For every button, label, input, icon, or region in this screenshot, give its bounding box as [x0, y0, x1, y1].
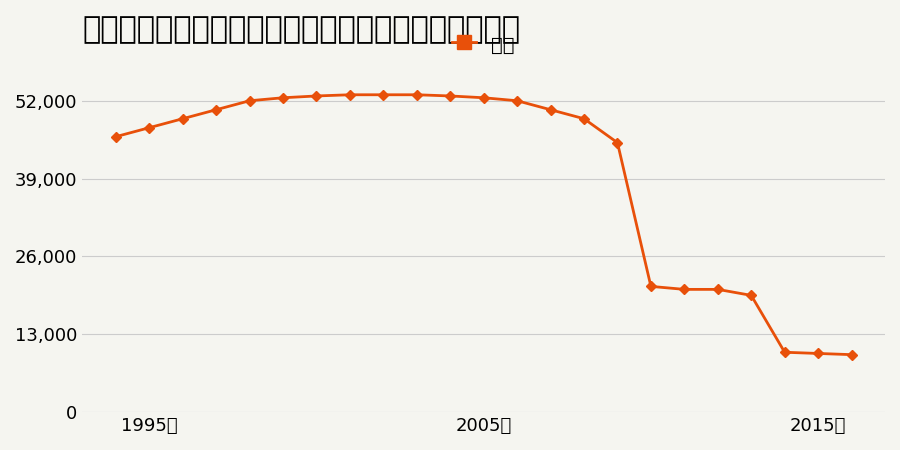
- 価格: [713, 287, 724, 292]
- 価格: [144, 125, 155, 130]
- 価格: [779, 350, 790, 355]
- 価格: [311, 93, 322, 99]
- 価格: [211, 107, 221, 112]
- 価格: [277, 95, 288, 100]
- 価格: [645, 284, 656, 289]
- 価格: [244, 98, 255, 104]
- 価格: [846, 352, 857, 357]
- 価格: [612, 140, 623, 145]
- 価格: [679, 287, 689, 292]
- Line: 価格: 価格: [112, 91, 855, 358]
- 価格: [378, 92, 389, 98]
- 価格: [445, 93, 455, 99]
- 価格: [111, 134, 122, 140]
- 価格: [813, 351, 824, 356]
- Text: 青森県青森市大字矢田前字本泉１８番７２の地価推移: 青森県青森市大字矢田前字本泉１８番７２の地価推移: [83, 15, 520, 44]
- 価格: [512, 98, 523, 104]
- Legend: 価格: 価格: [445, 26, 523, 62]
- 価格: [177, 116, 188, 122]
- 価格: [411, 92, 422, 98]
- 価格: [345, 92, 356, 98]
- 価格: [746, 292, 757, 298]
- 価格: [579, 116, 590, 122]
- 価格: [478, 95, 489, 100]
- 価格: [545, 107, 556, 112]
